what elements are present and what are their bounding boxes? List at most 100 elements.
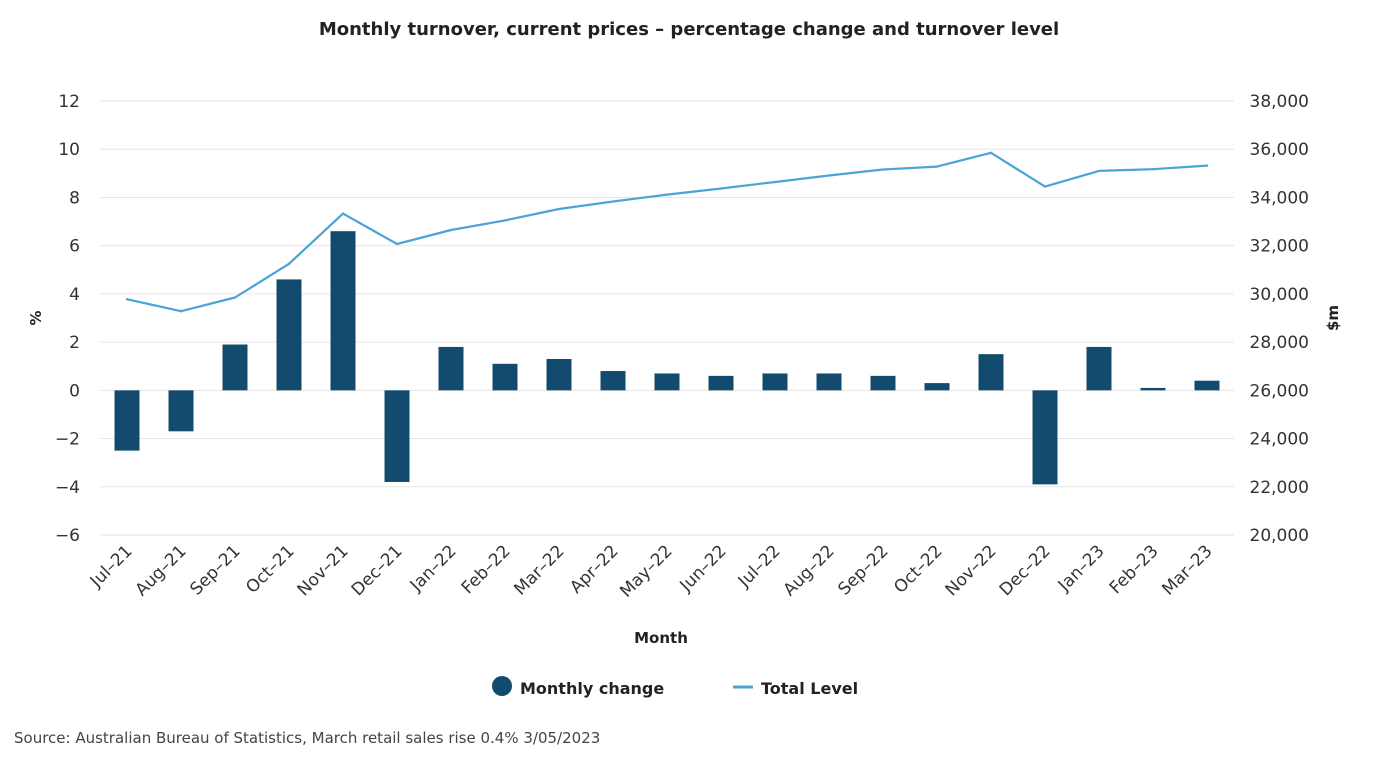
x-tick-label: Jul–22 <box>734 541 785 592</box>
bar-Sep-22[interactable] <box>870 375 896 391</box>
line-point-Dec-21[interactable] <box>395 242 399 246</box>
x-tick-label: Nov–22 <box>942 541 1001 600</box>
left-tick-label: −6 <box>55 526 80 546</box>
bar-Nov-22[interactable] <box>978 354 1004 391</box>
legend: Monthly change Total Level <box>492 676 858 698</box>
bar-Dec-21[interactable] <box>384 390 410 482</box>
line-point-Nov-22[interactable] <box>989 151 993 155</box>
left-tick-label: 8 <box>69 188 80 208</box>
x-tick-label: Nov–21 <box>294 541 353 600</box>
left-tick-label: 10 <box>58 140 80 160</box>
left-axis-title: % <box>27 310 45 325</box>
x-tick-label: Aug–22 <box>780 541 839 600</box>
line-point-Feb-23[interactable] <box>1151 168 1155 171</box>
gridlines <box>100 100 1234 536</box>
legend-item-total-level[interactable]: Total Level <box>733 679 858 698</box>
line-point-Sep-21[interactable] <box>233 296 237 299</box>
x-tick-label: Apr–22 <box>566 541 622 597</box>
right-tick-label: 32,000 <box>1250 237 1309 257</box>
legend-label-monthly-change: Monthly change <box>520 679 664 698</box>
x-tick-label: May–22 <box>616 541 676 601</box>
x-tick-label: Oct–22 <box>890 541 946 597</box>
legend-label-total-level: Total Level <box>761 679 858 698</box>
x-tick-label: Dec–21 <box>348 541 407 600</box>
left-y-axis: −6 −4 −2 0 2 4 6 8 10 12 <box>55 92 80 546</box>
bar-Oct-22[interactable] <box>924 383 950 391</box>
legend-item-monthly-change[interactable]: Monthly change <box>492 676 664 698</box>
right-tick-label: 20,000 <box>1250 526 1309 546</box>
bar-Oct-21[interactable] <box>276 279 302 391</box>
left-tick-label: 6 <box>69 237 80 257</box>
bar-Sep-21[interactable] <box>222 344 248 391</box>
line-point-Aug-22[interactable] <box>827 174 831 177</box>
right-tick-label: 30,000 <box>1250 285 1309 305</box>
bar-Mar-23[interactable] <box>1194 380 1220 391</box>
bar-Jun-22[interactable] <box>708 375 734 391</box>
x-tick-label: Mar–23 <box>1158 541 1216 599</box>
right-tick-label: 26,000 <box>1250 381 1309 401</box>
line-series-total-level <box>125 151 1209 313</box>
x-tick-label: Jan–23 <box>1054 541 1109 596</box>
x-tick-label: Sep–22 <box>834 541 892 599</box>
x-tick-label: Jul–21 <box>86 541 137 592</box>
line-point-Mar-23[interactable] <box>1205 164 1209 167</box>
legend-marker-monthly-change <box>492 676 512 696</box>
bar-May-22[interactable] <box>654 373 680 391</box>
bar-Mar-22[interactable] <box>546 358 572 391</box>
line-point-Nov-21[interactable] <box>341 212 345 215</box>
bar-Dec-22[interactable] <box>1032 390 1058 485</box>
bar-series-monthly-change <box>114 231 1220 485</box>
line-point-Aug-21[interactable] <box>179 310 183 313</box>
line-point-May-22[interactable] <box>665 193 669 196</box>
left-tick-label: −2 <box>55 430 80 450</box>
x-tick-label: Sep–21 <box>186 541 244 599</box>
bar-Feb-23[interactable] <box>1140 387 1166 391</box>
x-tick-label: Jan–22 <box>406 541 461 596</box>
right-y-axis: 20,000 22,000 24,000 26,000 28,000 30,000 32,0… <box>1250 92 1309 546</box>
left-tick-label: −4 <box>55 478 80 498</box>
bar-Jan-23[interactable] <box>1086 346 1112 391</box>
right-tick-label: 38,000 <box>1250 92 1309 112</box>
line-point-Jan-22[interactable] <box>449 228 453 232</box>
bar-Nov-21[interactable] <box>330 231 356 391</box>
line-point-Jan-23[interactable] <box>1097 169 1101 173</box>
left-tick-label: 2 <box>69 333 80 353</box>
line-point-Mar-22[interactable] <box>557 207 561 211</box>
bar-Aug-22[interactable] <box>816 373 842 391</box>
line-point-Jul-22[interactable] <box>773 180 777 184</box>
x-axis-title: Month <box>634 629 688 647</box>
line-point-Oct-22[interactable] <box>935 165 939 168</box>
left-tick-label: 0 <box>69 381 80 401</box>
left-tick-label: 12 <box>58 92 80 112</box>
bar-Feb-22[interactable] <box>492 363 518 391</box>
left-tick-label: 4 <box>69 285 80 305</box>
line-point-Sep-22[interactable] <box>881 168 885 171</box>
chart-title: Monthly turnover, current prices – perce… <box>319 19 1059 40</box>
line-point-Feb-22[interactable] <box>503 219 507 222</box>
bar-Jul-22[interactable] <box>762 373 788 391</box>
x-tick-label: Aug–21 <box>132 541 191 600</box>
bar-Aug-21[interactable] <box>168 390 194 432</box>
x-tick-label: Dec–22 <box>996 541 1055 600</box>
right-tick-label: 36,000 <box>1250 140 1309 160</box>
right-tick-label: 34,000 <box>1250 188 1309 208</box>
bar-Jul-21[interactable] <box>114 390 140 451</box>
x-tick-label: Oct–21 <box>242 541 298 597</box>
x-tick-label: Feb–23 <box>1106 541 1163 598</box>
line-point-Jun-22[interactable] <box>719 187 723 190</box>
bar-Jan-22[interactable] <box>438 346 464 391</box>
x-tick-label: Feb–22 <box>458 541 515 598</box>
right-tick-label: 22,000 <box>1250 478 1309 498</box>
x-tick-label: Mar–22 <box>510 541 568 599</box>
right-tick-label: 24,000 <box>1250 430 1309 450</box>
line-point-Dec-22[interactable] <box>1043 185 1047 188</box>
source-note: Source: Australian Bureau of Statistics,… <box>14 729 600 747</box>
line-point-Jul-21[interactable] <box>125 297 129 301</box>
line-point-Oct-21[interactable] <box>287 262 291 265</box>
right-tick-label: 28,000 <box>1250 333 1309 353</box>
bar-Apr-22[interactable] <box>600 371 626 391</box>
line-point-Apr-22[interactable] <box>611 200 615 203</box>
